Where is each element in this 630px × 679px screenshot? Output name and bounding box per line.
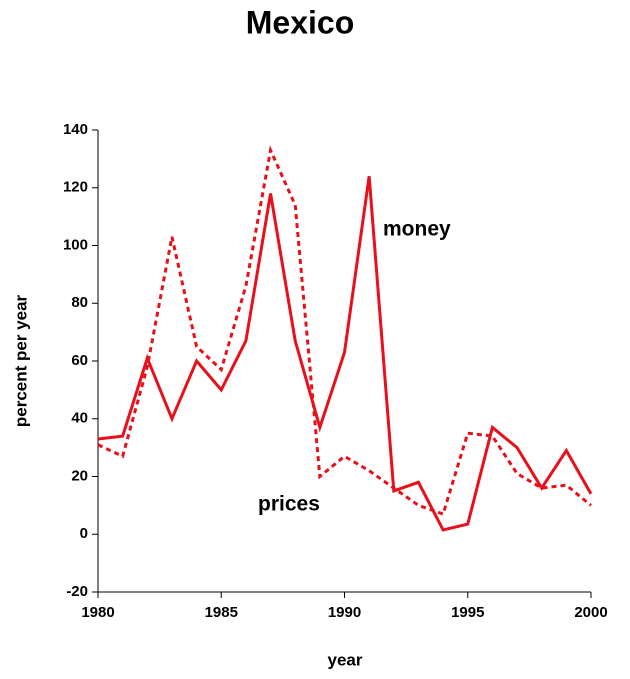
y-tick-label: 80 (71, 294, 88, 311)
y-tick-label: 40 (71, 410, 88, 427)
y-tick-label: 20 (71, 467, 88, 484)
y-tick-label: 0 (80, 525, 88, 542)
x-tick-label: 1990 (328, 604, 361, 621)
y-tick-label: -20 (66, 583, 88, 600)
series-label: prices (258, 493, 320, 516)
x-tick-label: 1995 (451, 604, 484, 621)
series-line (97, 175, 593, 532)
series-line (97, 145, 592, 516)
y-tick-label: 100 (63, 236, 88, 253)
y-tick-label: 120 (63, 179, 88, 196)
x-tick-label: 1985 (205, 604, 238, 621)
y-axis-label: percent per year (11, 294, 30, 427)
x-axis-label: year (328, 650, 363, 669)
series-label: money (383, 218, 451, 241)
x-tick-label: 1980 (81, 604, 114, 621)
x-tick-label: 2000 (574, 604, 607, 621)
chart-title: Mexico (246, 4, 354, 40)
y-tick-label: 140 (63, 121, 88, 138)
y-tick-label: 60 (71, 352, 88, 369)
